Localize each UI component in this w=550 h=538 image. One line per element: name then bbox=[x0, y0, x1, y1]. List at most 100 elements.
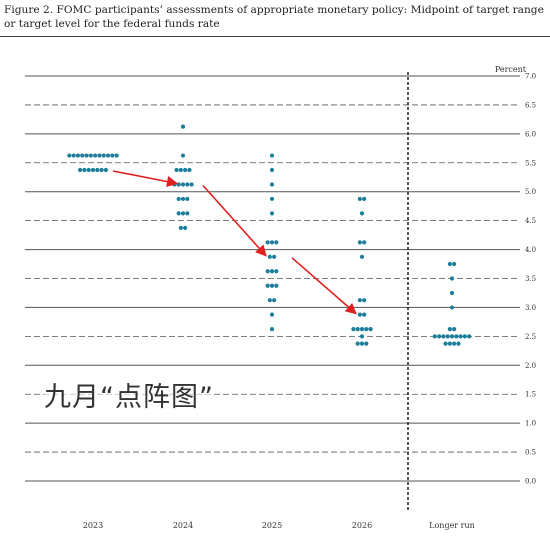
participant-dot bbox=[449, 334, 455, 339]
participant-dot bbox=[269, 283, 275, 288]
participant-dot bbox=[456, 341, 461, 346]
dots-layer bbox=[67, 124, 472, 346]
participant-dot bbox=[269, 240, 275, 245]
participant-dot bbox=[180, 211, 186, 216]
participant-dot bbox=[359, 327, 365, 332]
participant-dot bbox=[269, 211, 275, 216]
participant-dot bbox=[462, 334, 467, 339]
y-tick-label: 1.5 bbox=[525, 391, 536, 399]
participant-dot bbox=[452, 341, 457, 346]
x-tick-label: 2024 bbox=[173, 521, 193, 530]
participant-dot bbox=[86, 167, 91, 173]
participant-dot bbox=[185, 182, 190, 187]
participant-dot bbox=[357, 196, 362, 202]
participant-dot bbox=[67, 153, 72, 158]
participant-dot bbox=[269, 153, 275, 158]
participant-dot bbox=[274, 283, 279, 288]
participant-dot bbox=[362, 240, 367, 245]
participant-dot bbox=[75, 153, 81, 158]
x-tick-labels: 2023 2024 2025 2026 Longer run bbox=[83, 521, 475, 530]
participant-dot bbox=[452, 261, 457, 267]
grid-layer bbox=[25, 72, 520, 510]
participant-dot bbox=[359, 334, 365, 339]
participant-dot bbox=[93, 153, 98, 158]
participant-dot bbox=[364, 341, 369, 346]
trend-arrow bbox=[291, 257, 357, 315]
participant-dot bbox=[265, 240, 270, 245]
participant-dot bbox=[180, 182, 186, 187]
participant-dot bbox=[362, 196, 367, 202]
participant-dot bbox=[368, 327, 373, 332]
participant-dot bbox=[185, 211, 190, 216]
participant-dot bbox=[362, 298, 367, 303]
participant-dot bbox=[272, 254, 277, 259]
participant-dot bbox=[71, 153, 76, 158]
participant-dot bbox=[362, 312, 367, 317]
participant-dot bbox=[449, 290, 455, 296]
participant-dot bbox=[445, 334, 450, 339]
participant-dot bbox=[274, 269, 279, 274]
participant-dot bbox=[103, 167, 108, 173]
x-tick-label: 2025 bbox=[262, 521, 282, 530]
participant-dot bbox=[187, 167, 192, 173]
y-tick-label: 5.0 bbox=[525, 188, 536, 196]
participant-dot bbox=[176, 196, 181, 202]
participant-dot bbox=[189, 182, 194, 187]
figure-caption: Figure 2. FOMC participants’ assessments… bbox=[4, 4, 544, 30]
y-tick-label: 4.0 bbox=[525, 246, 536, 254]
participant-dot bbox=[467, 334, 472, 339]
caption-divider bbox=[0, 36, 550, 37]
participant-dot bbox=[269, 312, 275, 317]
participant-dot bbox=[269, 182, 275, 187]
participant-dot bbox=[174, 167, 179, 173]
participant-dot bbox=[99, 167, 104, 173]
participant-dot bbox=[95, 167, 100, 173]
participant-dot bbox=[364, 327, 369, 332]
participant-dot bbox=[90, 167, 96, 173]
y-axis-label: Percent bbox=[495, 65, 527, 74]
participant-dot bbox=[432, 334, 437, 339]
x-tick-label: 2026 bbox=[352, 521, 372, 530]
participant-dot bbox=[84, 153, 89, 158]
arrow-layer bbox=[112, 170, 357, 315]
participant-dot bbox=[447, 341, 452, 346]
participant-dot bbox=[178, 167, 183, 173]
participant-dot bbox=[355, 341, 360, 346]
participant-dot bbox=[267, 298, 272, 303]
y-tick-label: 1.0 bbox=[525, 420, 536, 428]
participant-dot bbox=[114, 153, 119, 158]
participant-dot bbox=[449, 276, 455, 281]
participant-dot bbox=[265, 283, 270, 288]
y-tick-label: 7.0 bbox=[525, 73, 536, 81]
y-tick-labels: 0.0 0.5 1.0 1.5 2.0 2.5 3.0 3.5 4.0 4.5 5.0 5.5 6.0 6… bbox=[525, 73, 536, 486]
participant-dot bbox=[357, 312, 362, 317]
y-tick-label: 3.5 bbox=[525, 275, 536, 283]
x-tick-label: 2023 bbox=[83, 521, 103, 530]
participant-dot bbox=[359, 211, 365, 216]
participant-dot bbox=[357, 240, 362, 245]
y-tick-label: 0.0 bbox=[525, 478, 536, 486]
y-tick-label: 2.5 bbox=[525, 333, 536, 341]
participant-dot bbox=[267, 254, 272, 259]
y-tick-label: 6.5 bbox=[525, 101, 536, 109]
participant-dot bbox=[180, 196, 186, 202]
x-tick-label: Longer run bbox=[429, 521, 475, 530]
y-tick-label: 3.0 bbox=[525, 304, 536, 312]
participant-dot bbox=[178, 225, 183, 230]
participant-dot bbox=[176, 182, 181, 187]
participant-dot bbox=[452, 327, 457, 332]
participant-dot bbox=[269, 327, 275, 332]
participant-dot bbox=[441, 334, 446, 339]
participant-dot bbox=[447, 327, 452, 332]
participant-dot bbox=[78, 167, 83, 173]
participant-dot bbox=[443, 341, 448, 346]
participant-dot bbox=[110, 153, 115, 158]
participant-dot bbox=[101, 153, 106, 158]
participant-dot bbox=[183, 167, 188, 173]
participant-dot bbox=[269, 167, 275, 173]
participant-dot bbox=[458, 334, 463, 339]
participant-dot bbox=[359, 341, 365, 346]
y-tick-label: 6.0 bbox=[525, 130, 536, 138]
participant-dot bbox=[82, 167, 87, 173]
y-tick-label: 0.5 bbox=[525, 449, 536, 457]
